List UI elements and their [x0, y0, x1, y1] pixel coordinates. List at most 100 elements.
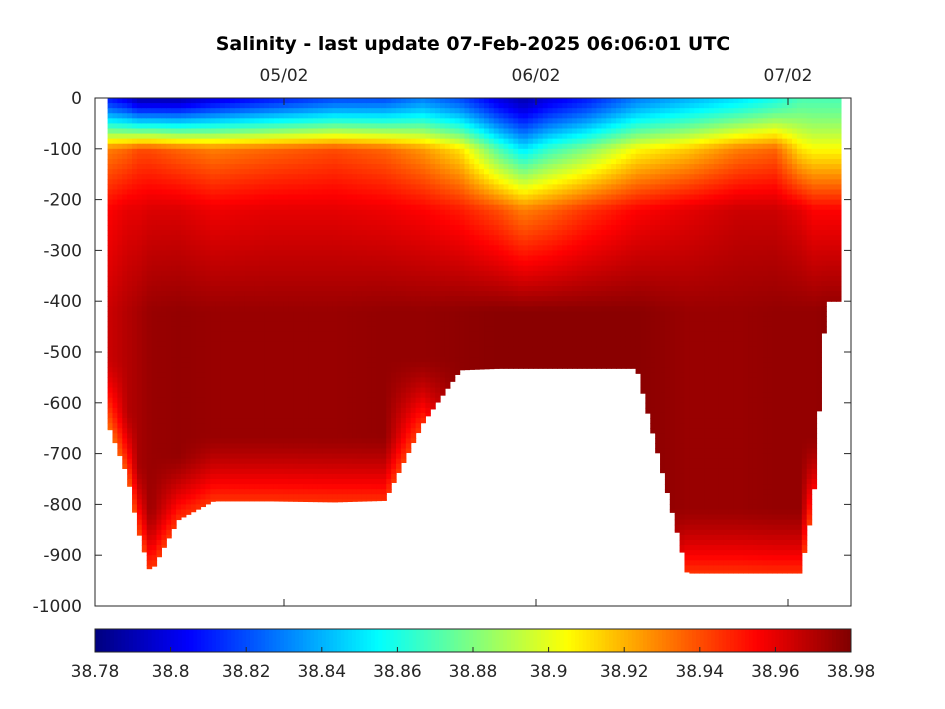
salinity-cell	[127, 479, 133, 485]
salinity-cell	[264, 98, 270, 104]
salinity-cell	[308, 412, 314, 419]
salinity-cell	[283, 255, 290, 262]
salinity-cell	[283, 179, 290, 185]
salinity-cell	[327, 412, 334, 419]
salinity-cell	[166, 250, 172, 257]
salinity-cell	[298, 174, 304, 180]
salinity-cell	[215, 148, 221, 155]
salinity-cell	[254, 331, 260, 338]
salinity-cell	[391, 280, 397, 287]
salinity-cell	[156, 138, 162, 145]
salinity-cell	[366, 113, 373, 119]
salinity-cell	[210, 230, 216, 236]
salinity-cell	[146, 529, 153, 536]
salinity-cell	[229, 153, 236, 160]
salinity-cell	[312, 169, 319, 175]
salinity-cell	[259, 123, 265, 130]
salinity-cell	[166, 148, 172, 155]
salinity-cell	[391, 108, 397, 114]
salinity-cell	[386, 331, 392, 338]
salinity-cell	[171, 443, 177, 450]
salinity-cell	[210, 479, 216, 485]
salinity-cell	[322, 463, 329, 470]
salinity-cell	[259, 194, 265, 201]
salinity-cell	[259, 372, 265, 378]
salinity-cell	[244, 311, 250, 318]
salinity-cell	[273, 301, 280, 307]
salinity-cell	[391, 103, 397, 109]
salinity-cell	[283, 494, 290, 500]
salinity-cell	[185, 311, 192, 318]
salinity-cell	[151, 230, 158, 236]
salinity-cell	[342, 245, 348, 251]
salinity-cell	[303, 214, 309, 221]
salinity-cell	[249, 392, 255, 399]
salinity-cell	[303, 372, 309, 378]
salinity-cell	[254, 397, 260, 404]
salinity-cell	[273, 407, 280, 414]
salinity-cell	[352, 499, 358, 502]
salinity-cell	[259, 184, 265, 191]
salinity-cell	[156, 494, 162, 500]
salinity-cell	[254, 407, 260, 414]
salinity-cell	[298, 412, 304, 419]
salinity-cell	[303, 392, 309, 399]
salinity-cell	[249, 123, 255, 130]
salinity-cell	[288, 423, 294, 429]
salinity-cell	[283, 265, 290, 272]
salinity-cell	[371, 219, 378, 226]
salinity-cell	[107, 377, 114, 384]
salinity-cell	[234, 402, 241, 409]
salinity-cell	[210, 448, 216, 455]
salinity-cell	[308, 402, 314, 409]
salinity-cell	[234, 230, 241, 236]
salinity-cell	[254, 372, 260, 378]
salinity-cell	[371, 382, 378, 389]
salinity-cell	[166, 306, 172, 312]
salinity-cell	[293, 118, 299, 124]
salinity-cell	[312, 499, 319, 503]
salinity-cell	[264, 468, 270, 475]
salinity-cell	[381, 270, 387, 277]
salinity-cell	[190, 199, 197, 206]
salinity-cell	[190, 316, 197, 323]
salinity-cell	[381, 123, 387, 130]
salinity-cell	[288, 128, 294, 135]
salinity-cell	[136, 194, 143, 201]
salinity-cell	[371, 285, 378, 292]
salinity-cell	[273, 412, 280, 419]
salinity-cell	[268, 235, 275, 241]
salinity-cell	[347, 209, 353, 216]
salinity-cell	[127, 260, 133, 267]
salinity-cell	[332, 311, 338, 318]
salinity-cell	[180, 484, 187, 490]
salinity-cell	[386, 382, 392, 389]
salinity-cell	[117, 412, 123, 419]
salinity-cell	[332, 412, 338, 419]
salinity-cell	[342, 377, 348, 384]
salinity-cell	[146, 230, 153, 236]
salinity-cell	[327, 428, 334, 434]
salinity-cell	[166, 184, 172, 191]
salinity-cell	[259, 463, 265, 470]
salinity-cell	[249, 194, 255, 201]
salinity-cell	[371, 143, 378, 150]
salinity-cell	[405, 372, 412, 378]
salinity-cell	[381, 326, 387, 333]
salinity-cell	[298, 438, 304, 445]
salinity-cell	[308, 291, 314, 297]
salinity-cell	[342, 128, 348, 135]
salinity-cell	[288, 219, 294, 226]
salinity-cell	[249, 250, 255, 257]
salinity-cell	[185, 402, 192, 409]
salinity-cell	[185, 128, 192, 135]
salinity-cell	[308, 336, 314, 343]
salinity-cell	[161, 169, 167, 175]
salinity-cell	[132, 265, 138, 272]
salinity-cell	[342, 453, 348, 460]
salinity-cell	[268, 179, 275, 185]
salinity-cell	[303, 275, 309, 282]
salinity-cell	[288, 418, 294, 424]
salinity-cell	[132, 128, 138, 135]
salinity-cell	[234, 260, 241, 267]
